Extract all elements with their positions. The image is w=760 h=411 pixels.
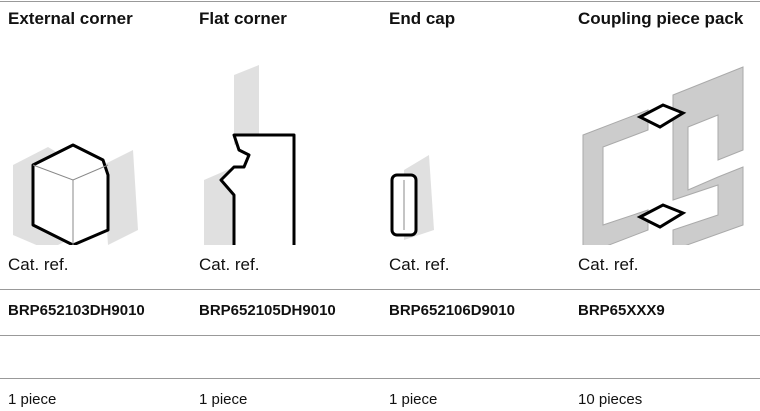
column: End cap Cat. ref. BRP652106D9010 1 piece (389, 0, 569, 411)
column: Coupling piece pack Cat. ref. BRP65XXX9 … (578, 0, 758, 411)
label: Cat. ref. (389, 255, 450, 274)
illustration (582, 66, 744, 245)
quantity: 1 piece (8, 391, 57, 408)
illustration (204, 65, 296, 245)
rule (0, 289, 760, 290)
cat-ref: BRP65XXX9 (578, 302, 665, 319)
quantity: 1 piece (199, 391, 248, 408)
illustration (390, 155, 434, 240)
quantity: 10 pieces (578, 391, 643, 408)
rule (0, 378, 760, 379)
cat-ref: BRP652103DH9010 (8, 302, 145, 319)
column: External corner Cat. ref. BRP652103DH901… (8, 0, 188, 411)
rule (0, 1, 760, 2)
label: Cat. ref. (8, 255, 69, 274)
column-title: External corner (8, 9, 133, 28)
label: Cat. ref. (199, 255, 260, 274)
cat-ref: BRP652106D9010 (389, 302, 515, 319)
cat-ref: BRP652105DH9010 (199, 302, 336, 319)
column-title: Coupling piece pack (578, 9, 744, 28)
column-title: Flat corner (199, 9, 287, 28)
column-title: End cap (389, 9, 456, 28)
quantity: 1 piece (389, 391, 438, 408)
label: Cat. ref. (578, 255, 639, 274)
illustration (13, 143, 138, 245)
rule (0, 335, 760, 336)
column: Flat corner Cat. ref. BRP652105DH9010 1 … (199, 0, 379, 411)
